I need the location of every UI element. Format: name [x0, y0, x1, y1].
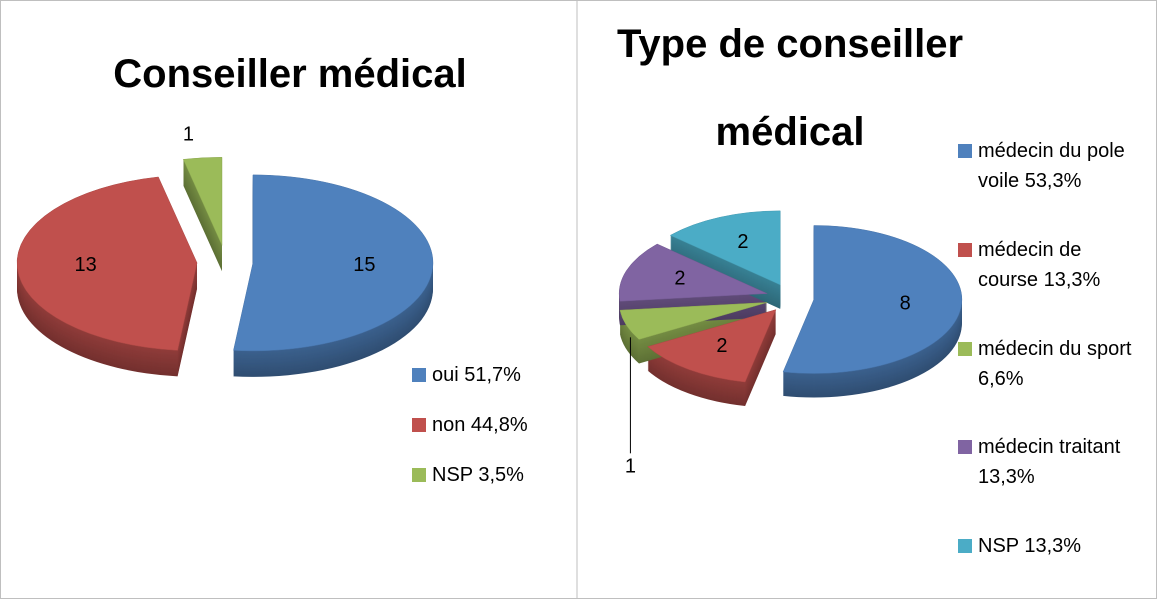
slice — [16, 176, 198, 351]
data-label: 13 — [74, 254, 96, 276]
data-label: 1 — [625, 456, 636, 478]
data-label: 8 — [900, 293, 911, 315]
legend-label: non 44,8% — [432, 414, 528, 436]
legend-swatch — [958, 440, 972, 455]
chart-title: Type de conseiller médical — [616, 22, 964, 154]
legend-item: NSP 13,3% — [958, 531, 1143, 561]
data-label: 1 — [183, 124, 194, 146]
slice — [618, 243, 768, 302]
slice — [233, 174, 434, 352]
slice — [669, 210, 781, 286]
legend-item: médecin de course 13,3% — [958, 235, 1143, 295]
legend: médecin du pole voile 53,3% médecin de co… — [958, 136, 1143, 561]
slice — [182, 157, 223, 246]
legend-swatch — [412, 418, 426, 432]
legend-item: médecin du pole voile 53,3% — [958, 136, 1143, 196]
legend-item: médecin traitant 13,3% — [958, 432, 1143, 492]
chart-title: Conseiller médical — [113, 52, 467, 96]
legend-label: médecin du pole voile 53,3% — [978, 140, 1125, 192]
legend-label: médecin de course 13,3% — [978, 238, 1101, 291]
legend-swatch — [412, 368, 426, 382]
legend-swatch — [412, 468, 426, 482]
legend: oui 51,7% non 44,8% NSP 3,5% — [412, 360, 572, 490]
data-label: 2 — [716, 335, 727, 357]
slice — [647, 309, 777, 383]
data-label: 15 — [353, 254, 375, 276]
slice — [619, 302, 768, 340]
legend-swatch — [958, 144, 972, 158]
slice — [782, 225, 963, 374]
legend-item: médecin du sport 6,6% — [958, 334, 1143, 394]
legend-item: non 44,8% — [412, 410, 572, 440]
legend-swatch — [958, 539, 972, 553]
data-label: 2 — [674, 268, 685, 290]
legend-item: NSP 3,5% — [412, 460, 572, 490]
legend-label: NSP 13,3% — [978, 535, 1082, 557]
legend-label: NSP 3,5% — [432, 464, 524, 486]
legend-item: oui 51,7% — [412, 360, 572, 390]
legend-label: médecin traitant 13,3% — [978, 436, 1121, 489]
data-label: 2 — [737, 231, 748, 253]
legend-swatch — [958, 341, 972, 356]
legend-swatch — [958, 242, 972, 257]
legend-label: oui 51,7% — [432, 364, 521, 386]
legend-label: médecin du sport 6,6% — [978, 337, 1132, 390]
